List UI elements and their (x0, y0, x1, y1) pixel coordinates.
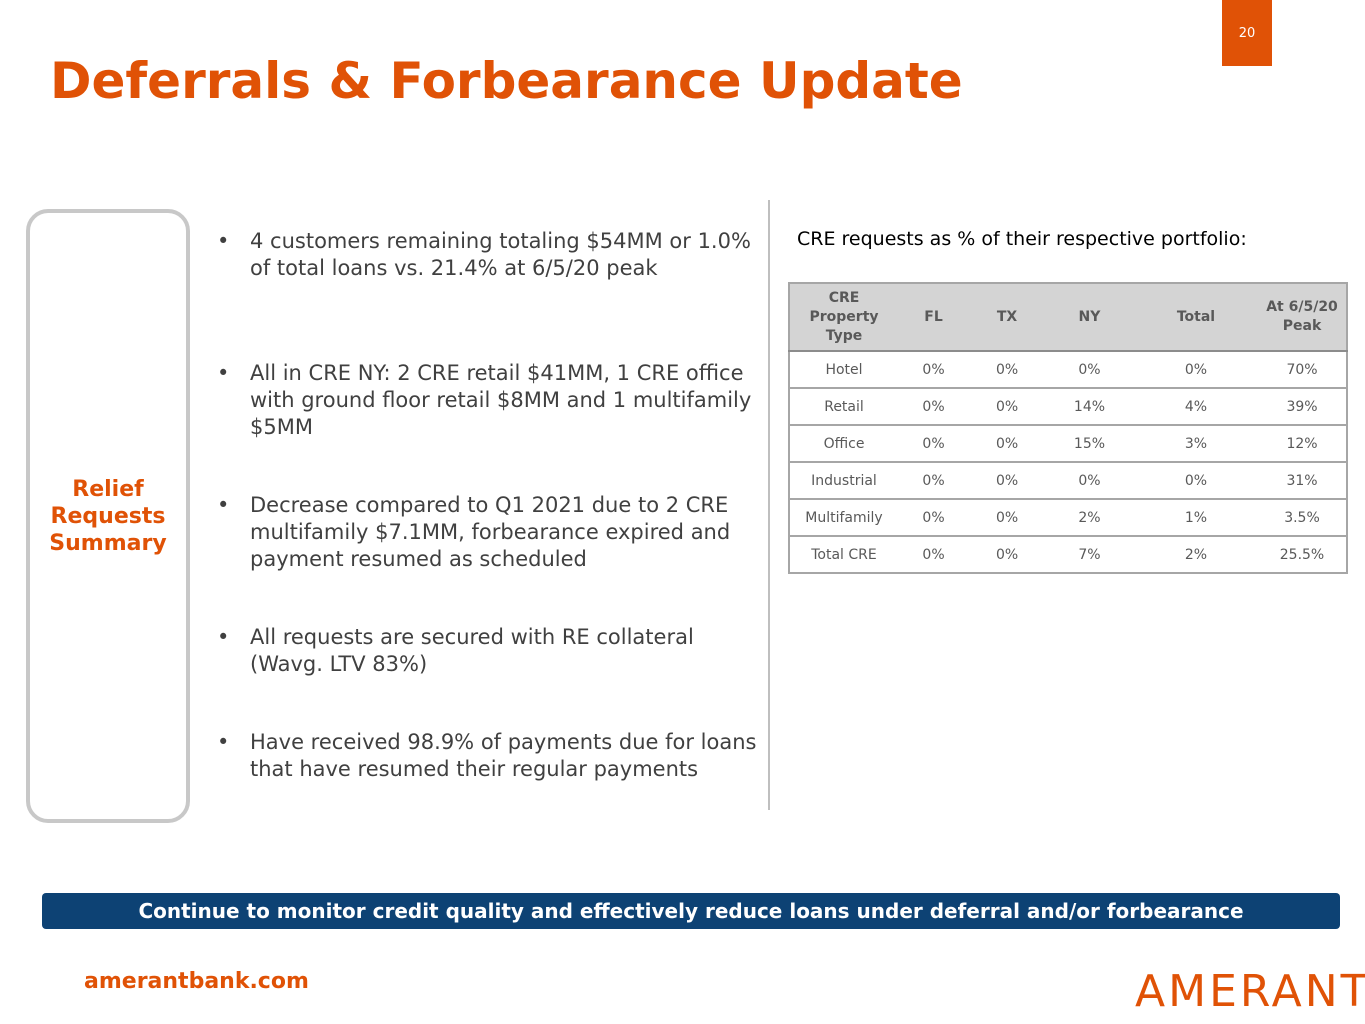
table-cell: 0% (969, 462, 1046, 500)
cre-table: CRE Property Type FL TX NY Total At 6/5/20 Pe… (788, 282, 1348, 574)
title: Deferrals & Forbearance Update (50, 52, 963, 110)
table-body: Hotel 0% 0% 0% 0% 70% Retail 0% 0% 14% 4% 39% Office… (789, 351, 1347, 574)
header-cell: Total (1133, 282, 1258, 352)
table-row: Multifamily 0% 0% 2% 1% 3.5% (789, 499, 1347, 537)
header-cell: CRE Property Type (789, 282, 898, 352)
table-cell: 0% (898, 425, 970, 463)
bullet: Have received 98.9% of payments due for … (215, 729, 760, 783)
bullet: Decrease compared to Q1 2021 due to 2 CR… (215, 492, 760, 573)
table-row: Retail 0% 0% 14% 4% 39% (789, 388, 1347, 426)
table-cell: 0% (1133, 351, 1258, 389)
table-cell: 0% (969, 388, 1046, 426)
table-cell: 0% (898, 499, 970, 537)
table-cell: Hotel (789, 351, 898, 389)
table-cell: 14% (1045, 388, 1134, 426)
table-cell: 15% (1045, 425, 1134, 463)
table-cell: 0% (969, 425, 1046, 463)
table-row: Hotel 0% 0% 0% 0% 70% (789, 351, 1347, 389)
table-cell: 25.5% (1258, 536, 1347, 574)
table-cell: 3% (1133, 425, 1258, 463)
table-row: Office 0% 0% 15% 3% 12% (789, 425, 1347, 463)
table-cell: 0% (969, 351, 1046, 389)
side-label: Relief Requests Summary (26, 209, 190, 823)
table-cell: 12% (1258, 425, 1347, 463)
table-cell: 0% (969, 536, 1046, 574)
table-cell: 0% (1045, 462, 1134, 500)
table-cell: 2% (1133, 536, 1258, 574)
table-cell: 0% (1045, 351, 1134, 389)
bullet: 4 customers remaining totaling $54MM or … (215, 228, 760, 282)
header-cell: TX (969, 282, 1046, 352)
table-cell: 7% (1045, 536, 1134, 574)
table-cell: 0% (898, 388, 970, 426)
table-cell: 0% (969, 499, 1046, 537)
table-cell: 39% (1258, 388, 1347, 426)
page-number: 20 (1222, 0, 1272, 66)
table-cell: 70% (1258, 351, 1347, 389)
table-cell: Multifamily (789, 499, 898, 537)
table-row: Industrial 0% 0% 0% 0% 31% (789, 462, 1347, 500)
table-cell: Industrial (789, 462, 898, 500)
table-cell: 1% (1133, 499, 1258, 537)
table-caption: CRE requests as % of their respective po… (797, 228, 1247, 250)
header-cell: FL (898, 282, 970, 352)
table-cell: Total CRE (789, 536, 898, 574)
bullet: All requests are secured with RE collate… (215, 624, 760, 678)
logo: AMERANT (1135, 966, 1365, 1017)
table-cell: Retail (789, 388, 898, 426)
table-cell: 2% (1045, 499, 1134, 537)
table-cell: 31% (1258, 462, 1347, 500)
table-cell: 0% (1133, 462, 1258, 500)
table-cell: 4% (1133, 388, 1258, 426)
website: amerantbank.com (84, 969, 309, 994)
table-cell: 0% (898, 462, 970, 500)
table-row: Total CRE 0% 0% 7% 2% 25.5% (789, 536, 1347, 574)
divider (768, 200, 770, 810)
banner: Continue to monitor credit quality and e… (42, 893, 1340, 929)
table-cell: 0% (898, 351, 970, 389)
header-cell: At 6/5/20 Peak (1258, 282, 1347, 352)
table-cell: 0% (898, 536, 970, 574)
bullet: All in CRE NY: 2 CRE retail $41MM, 1 CRE… (215, 360, 760, 441)
table-cell: 3.5% (1258, 499, 1347, 537)
header-cell: NY (1045, 282, 1134, 352)
table-cell: Office (789, 425, 898, 463)
side-label-text: Relief Requests Summary (49, 476, 167, 556)
header-row: CRE Property Type FL TX NY Total At 6/5/20 Pe… (789, 282, 1347, 352)
